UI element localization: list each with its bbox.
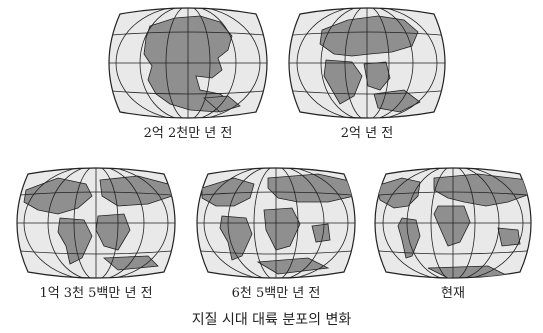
map-label-135mya: 1억 3천 5백만 년 전 — [39, 286, 153, 301]
graticule — [197, 168, 355, 278]
map-220mya — [108, 7, 268, 119]
map-65mya — [196, 167, 356, 279]
map-label-65mya: 6천 5백만 년 전 — [231, 286, 321, 301]
graticule — [17, 168, 175, 278]
figure-caption: 지질 시대 대륙 분포의 변화 — [191, 312, 352, 328]
map-label-present: 현재 — [441, 286, 465, 301]
map-label-200mya: 2억 년 전 — [340, 126, 394, 141]
graticule — [375, 168, 531, 278]
continents-landmass — [375, 173, 531, 278]
map-200mya — [288, 7, 446, 119]
map-present — [374, 167, 532, 279]
graticule — [289, 8, 445, 118]
map-135mya — [16, 167, 176, 279]
map-label-220mya: 2억 2천만 년 전 — [143, 126, 233, 141]
graticule — [109, 8, 267, 118]
continents-landmass — [319, 15, 421, 113]
